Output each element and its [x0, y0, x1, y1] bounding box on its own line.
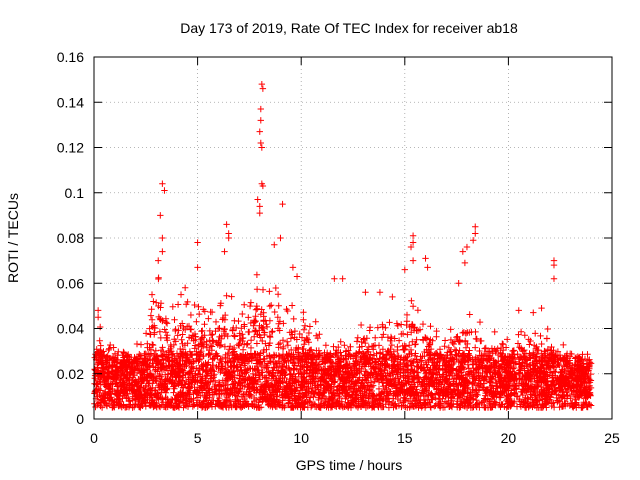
roti-point — [550, 275, 558, 282]
grid-lines — [94, 57, 612, 419]
roti-point — [279, 200, 286, 208]
x-axis-title: GPS time / hours — [296, 457, 403, 473]
roti-point — [277, 234, 284, 242]
roti-point — [254, 196, 261, 203]
roti-point — [538, 304, 545, 312]
roti-point — [472, 223, 479, 230]
roti-point — [461, 259, 469, 267]
roti-point — [409, 232, 417, 239]
roti-point — [159, 248, 166, 255]
y-axis-title: ROTI / TECUs — [5, 193, 21, 283]
x-tick-labels: 0 5 10 15 20 25 — [90, 430, 620, 446]
x-tick-label: 20 — [501, 430, 517, 446]
roti-point — [422, 255, 429, 262]
roti-point — [148, 291, 156, 298]
roti-point — [161, 187, 168, 194]
roti-point — [257, 105, 264, 113]
roti-point — [362, 289, 369, 296]
y-tick-label: 0.04 — [57, 321, 84, 337]
roti-point — [155, 257, 162, 264]
roti-point — [550, 261, 558, 269]
roti-point — [407, 243, 415, 251]
roti-point — [225, 234, 232, 242]
roti-point — [376, 289, 384, 296]
roti-point — [256, 128, 263, 135]
roti-point — [293, 273, 301, 280]
y-tick-label: 0.1 — [65, 185, 85, 201]
roti-point — [424, 264, 431, 271]
axis-ticks — [93, 56, 613, 420]
roti-point — [271, 241, 278, 248]
roti-point — [257, 139, 264, 147]
roti-point — [459, 248, 467, 255]
roti-point — [515, 307, 522, 314]
y-tick-labels: 0 0.02 0.04 0.06 0.08 0.1 0.12 0.14 0.16 — [57, 49, 84, 427]
roti-point — [455, 280, 462, 287]
roti-point — [339, 275, 346, 282]
y-tick-label: 0 — [76, 411, 84, 427]
roti-point — [389, 293, 396, 301]
roti-point-cloud — [91, 271, 595, 411]
y-tick-label: 0.14 — [57, 94, 84, 110]
x-tick-label: 25 — [604, 430, 620, 446]
roti-point — [472, 230, 479, 237]
roti-point — [181, 284, 189, 291]
x-tick-label: 0 — [90, 430, 98, 446]
x-tick-label: 10 — [293, 430, 309, 446]
roti-point — [159, 234, 166, 242]
roti-point — [469, 237, 477, 244]
chart-title: Day 173 of 2019, Rate Of TEC Index for r… — [180, 20, 518, 36]
roti-point — [256, 203, 263, 210]
data-points — [91, 80, 595, 411]
roti-point — [177, 291, 185, 298]
roti-point — [94, 313, 102, 321]
y-tick-label: 0.02 — [57, 366, 84, 382]
roti-point — [530, 309, 537, 316]
roti-point — [256, 209, 263, 217]
roti-point — [289, 264, 297, 271]
roti-point — [259, 182, 267, 190]
y-tick-label: 0.06 — [57, 275, 84, 291]
roti-point — [312, 318, 319, 325]
roti-point — [409, 257, 417, 264]
y-tick-label: 0.12 — [57, 140, 84, 156]
roti-point — [258, 80, 266, 88]
roti-point — [157, 212, 164, 219]
roti-point — [257, 117, 264, 124]
roti-point — [331, 275, 338, 282]
roti-point — [94, 307, 102, 314]
x-tick-label: 15 — [397, 430, 413, 446]
roti-point — [463, 243, 471, 251]
roti-point — [223, 221, 230, 228]
x-tick-label: 5 — [194, 430, 202, 446]
roti-point — [159, 180, 166, 187]
roti-point — [401, 266, 408, 273]
y-tick-label: 0.08 — [57, 230, 84, 246]
roti-point — [259, 85, 267, 92]
roti-point — [194, 239, 201, 246]
roti-point — [194, 264, 201, 271]
roti-point — [409, 239, 417, 246]
roti-point — [221, 248, 228, 255]
roti-point — [258, 144, 266, 151]
y-tick-label: 0.16 — [57, 49, 84, 65]
